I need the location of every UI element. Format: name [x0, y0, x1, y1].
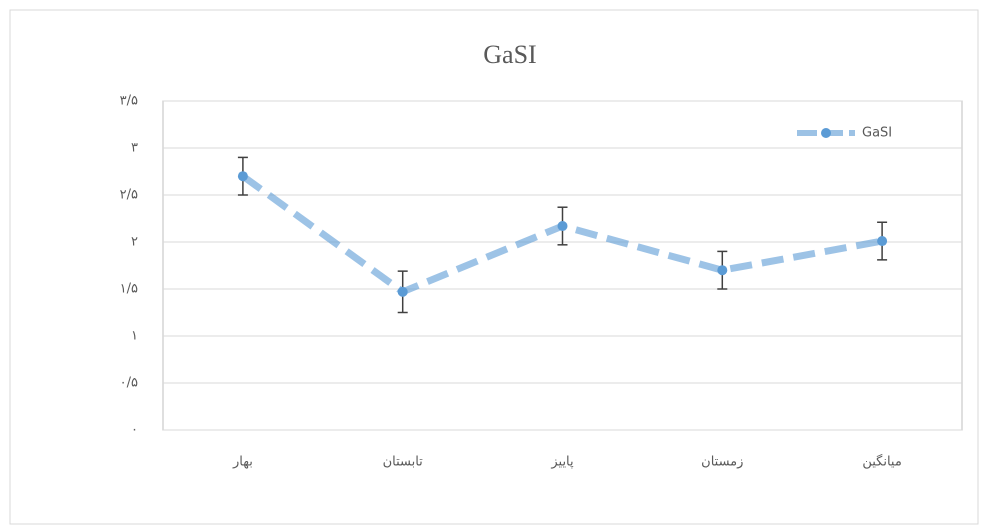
x-tick-label: پاییز: [550, 455, 574, 470]
legend-label: GaSI: [862, 126, 892, 141]
point: [557, 221, 568, 232]
y-tick-label: ۰/۵: [120, 376, 138, 391]
x-tick-label: میانگین: [862, 454, 901, 470]
y-tick-label: ۳: [131, 141, 138, 156]
y-tick-label: ۲: [131, 235, 138, 250]
point: [877, 236, 888, 247]
point: [237, 171, 248, 182]
y-tick-label: ۱: [131, 329, 138, 344]
chart-frame: [9, 9, 979, 525]
point: [717, 265, 728, 276]
x-tick-label: زمستان: [701, 455, 743, 470]
x-tick-label: بهار: [232, 455, 253, 470]
y-tick-label: ۲/۵: [120, 188, 138, 203]
chart-title: GaSI: [483, 40, 536, 69]
legend-marker: [821, 128, 831, 138]
x-tick-label: تابستان: [383, 455, 424, 470]
y-tick-label: ۳/۵: [120, 94, 138, 109]
y-tick-label: ۱/۵: [120, 282, 138, 297]
point: [397, 286, 408, 297]
y-tick-label: ۰: [131, 423, 138, 438]
